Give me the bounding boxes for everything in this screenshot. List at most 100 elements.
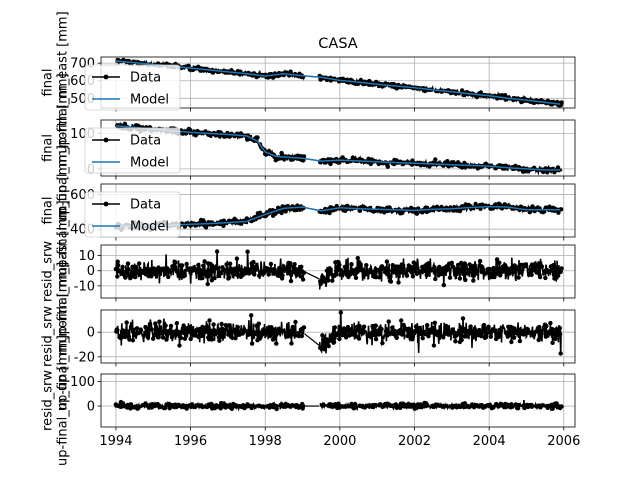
data-point bbox=[366, 333, 372, 338]
data-point bbox=[441, 403, 446, 408]
legend-label: Model bbox=[130, 93, 169, 108]
data-point bbox=[157, 319, 162, 324]
data-point bbox=[135, 331, 140, 336]
data-point bbox=[479, 333, 484, 339]
data-point bbox=[166, 329, 171, 334]
data-point bbox=[227, 261, 233, 266]
data-point bbox=[432, 265, 437, 270]
data-point bbox=[226, 332, 231, 337]
data-point bbox=[295, 267, 300, 272]
data-point bbox=[170, 264, 175, 269]
data-point bbox=[491, 269, 497, 275]
data-point bbox=[248, 270, 253, 275]
data-point bbox=[388, 274, 393, 279]
data-point bbox=[357, 208, 363, 213]
data-point bbox=[300, 404, 306, 409]
data-point bbox=[238, 274, 244, 279]
data-point bbox=[537, 261, 542, 266]
data-point bbox=[362, 329, 367, 334]
data-point bbox=[123, 275, 128, 280]
data-point bbox=[172, 332, 178, 337]
data-point bbox=[252, 272, 257, 277]
data-point bbox=[212, 328, 218, 333]
plot-area bbox=[114, 310, 563, 356]
model-series-line bbox=[115, 60, 561, 105]
legend-marker bbox=[103, 74, 109, 80]
data-point bbox=[492, 274, 497, 280]
data-point bbox=[558, 351, 563, 356]
data-point bbox=[326, 271, 332, 276]
x-tick-label: 2004 bbox=[473, 434, 506, 449]
data-point bbox=[401, 269, 407, 274]
data-point bbox=[532, 261, 538, 267]
data-point bbox=[332, 336, 337, 341]
data-point bbox=[240, 331, 245, 336]
data-point bbox=[189, 402, 195, 407]
data-point bbox=[416, 325, 422, 331]
data-point bbox=[127, 337, 132, 342]
data-point bbox=[442, 269, 447, 275]
data-point bbox=[426, 261, 432, 266]
data-point bbox=[425, 402, 430, 408]
data-point bbox=[516, 402, 522, 408]
data-point bbox=[131, 327, 136, 333]
data-point bbox=[223, 323, 228, 328]
data-point bbox=[212, 275, 217, 281]
data-point bbox=[174, 321, 179, 326]
data-point bbox=[236, 266, 241, 271]
data-point bbox=[559, 266, 564, 271]
data-point bbox=[158, 404, 163, 410]
data-point bbox=[280, 328, 286, 334]
data-point bbox=[425, 323, 430, 328]
data-point bbox=[318, 281, 323, 287]
data-point bbox=[342, 264, 347, 270]
data-point bbox=[410, 265, 415, 271]
data-point bbox=[229, 335, 235, 340]
data-point bbox=[457, 276, 463, 281]
data-point bbox=[200, 404, 205, 410]
data-point bbox=[364, 263, 369, 268]
data-point bbox=[252, 265, 257, 270]
data-point bbox=[509, 339, 514, 345]
legend-label: Data bbox=[130, 71, 161, 86]
data-point bbox=[486, 324, 491, 329]
data-point bbox=[361, 324, 367, 329]
data-point bbox=[200, 275, 205, 281]
legend: Data Model bbox=[84, 64, 181, 111]
data-point bbox=[160, 335, 166, 340]
data-point bbox=[559, 100, 564, 105]
data-point bbox=[318, 345, 323, 350]
data-point bbox=[541, 210, 546, 215]
data-point bbox=[259, 404, 265, 409]
data-point bbox=[207, 318, 212, 323]
data-point bbox=[132, 267, 137, 273]
data-point bbox=[462, 261, 467, 266]
data-point bbox=[460, 316, 466, 321]
data-point bbox=[524, 264, 529, 269]
data-point bbox=[460, 264, 465, 269]
data-point bbox=[390, 325, 395, 330]
data-point bbox=[354, 267, 359, 272]
data-point bbox=[534, 270, 539, 275]
data-point bbox=[115, 327, 120, 333]
data-point bbox=[453, 339, 458, 344]
legend-label: Data bbox=[130, 134, 161, 149]
data-point bbox=[249, 313, 254, 318]
data-point bbox=[214, 265, 219, 271]
data-point bbox=[496, 334, 501, 340]
data-point bbox=[349, 262, 354, 267]
data-point bbox=[373, 323, 378, 328]
data-point bbox=[380, 340, 385, 346]
data-point bbox=[543, 334, 549, 339]
data-point bbox=[414, 329, 420, 334]
data-point bbox=[409, 270, 414, 275]
data-point bbox=[144, 266, 149, 272]
data-point bbox=[433, 276, 438, 282]
data-point bbox=[403, 326, 408, 331]
data-point bbox=[468, 324, 473, 329]
plot-area bbox=[113, 399, 564, 412]
data-point bbox=[330, 278, 335, 283]
data-point bbox=[470, 265, 475, 271]
data-point bbox=[211, 332, 217, 337]
